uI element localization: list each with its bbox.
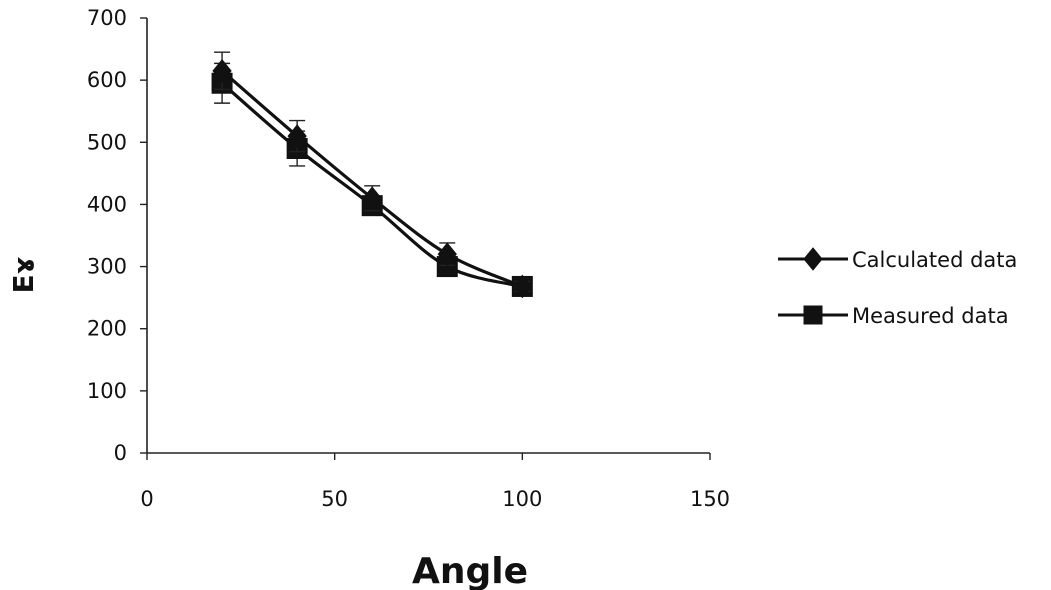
series-measured-data: [211, 62, 533, 297]
series-line: [221, 69, 523, 288]
tick-labels: 0 100 200 300 400 500 600 700 0 50 100 150: [87, 6, 730, 511]
legend-label: Measured data: [852, 304, 1009, 328]
legend-label: Calculated data: [852, 248, 1017, 272]
legend: Calculated data Measured data: [778, 247, 1017, 328]
diamond-marker: [287, 124, 307, 148]
y-tick-label: 600: [87, 68, 127, 92]
series-calculated-data: [212, 51, 532, 299]
axes: [140, 17, 711, 460]
square-marker: [803, 305, 823, 325]
y-tick-label: 200: [87, 317, 127, 341]
series-line: [221, 82, 523, 289]
y-tick-label: 100: [87, 379, 127, 403]
diamond-marker: [512, 274, 532, 299]
diamond-marker: [362, 186, 382, 211]
y-tick-label: 500: [87, 130, 127, 154]
x-tick-label: 150: [690, 487, 730, 511]
diamond-marker: [437, 242, 457, 266]
legend-item: Measured data: [778, 304, 1009, 328]
series-layer: [211, 51, 533, 299]
legend-item: Calculated data: [778, 247, 1017, 272]
x-tick-label: 50: [321, 487, 348, 511]
diamond-marker: [803, 247, 823, 271]
y-tick-label: 0: [114, 441, 127, 465]
y-tick-label: 400: [87, 192, 127, 216]
y-tick-label: 700: [87, 6, 127, 30]
x-tick-label: 100: [502, 487, 542, 511]
y-tick-label: 300: [87, 255, 127, 279]
diamond-marker: [212, 59, 232, 83]
y-axis-title: Eɤ: [7, 256, 40, 293]
x-axis-title: Angle: [412, 551, 528, 590]
x-tick-label: 0: [140, 487, 153, 511]
